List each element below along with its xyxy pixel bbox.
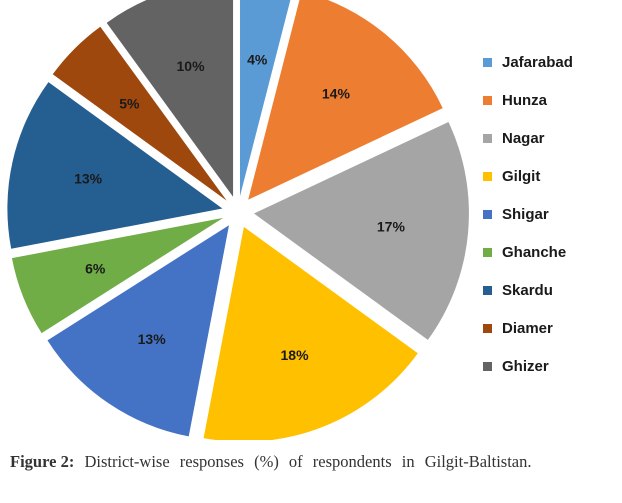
legend-swatch-gilgit [483, 172, 492, 181]
figure-label: Figure 2: [10, 452, 75, 471]
data-label-skardu: 13% [74, 170, 103, 186]
figure-caption: Figure 2: District-wise responses (%) of… [10, 451, 610, 472]
data-label-hunza: 14% [322, 86, 351, 102]
legend-swatch-ghanche [483, 248, 492, 257]
pie-slice-gilgit [203, 226, 418, 440]
pie-slice-nagar [253, 121, 469, 340]
data-label-gilgit: 18% [281, 347, 310, 363]
pie-chart-svg: 4% 14% 17% 18% 13% 6% 13% 5% 10% Jafarabad Hunza N… [7, 0, 573, 440]
legend-swatch-ghizer [483, 362, 492, 371]
pie-slice-jafarabad [240, 0, 291, 197]
legend-swatch-skardu [483, 286, 492, 295]
data-label-jafarabad: 4% [247, 52, 268, 68]
pie-data-labels: 4% 14% 17% 18% 13% 6% 13% 5% 10% [74, 52, 405, 363]
legend-label-jafarabad: Jafarabad [502, 54, 573, 71]
pie-slice-shigar [47, 225, 230, 437]
legend-swatch-jafarabad [483, 58, 492, 67]
legend-label-ghanche: Ghanche [502, 244, 566, 261]
pie-slice-skardu [7, 82, 223, 249]
data-label-shigar: 13% [138, 331, 167, 347]
legend-swatch-diamer [483, 324, 492, 333]
data-label-ghanche: 6% [85, 261, 106, 277]
caption-text: District-wise responses (%) of responden… [84, 452, 532, 471]
legend-label-ghizer: Ghizer [502, 358, 549, 375]
data-label-ghizer: 10% [177, 58, 206, 74]
legend-label-hunza: Hunza [502, 92, 548, 109]
data-label-nagar: 17% [377, 218, 406, 234]
pie-chart: 4% 14% 17% 18% 13% 6% 13% 5% 10% Jafarabad Hunza N… [7, 0, 573, 440]
pie-slice-diamer [52, 26, 227, 201]
legend-swatch-shigar [483, 210, 492, 219]
legend-label-diamer: Diamer [502, 320, 553, 337]
legend-swatch-nagar [483, 134, 492, 143]
pie-slices [7, 0, 469, 440]
legend-label-nagar: Nagar [502, 130, 545, 147]
legend-swatch-hunza [483, 96, 492, 105]
data-label-diamer: 5% [119, 95, 140, 111]
legend-label-shigar: Shigar [502, 206, 549, 223]
legend: Jafarabad Hunza Nagar Gilgit Shigar Ghanche Sk… [483, 54, 573, 375]
pie-slice-ghizer [106, 0, 234, 197]
pie-slice-hunza [248, 0, 443, 200]
legend-label-skardu: Skardu [502, 282, 553, 299]
legend-label-gilgit: Gilgit [502, 168, 540, 185]
pie-slice-ghanche [11, 217, 224, 334]
